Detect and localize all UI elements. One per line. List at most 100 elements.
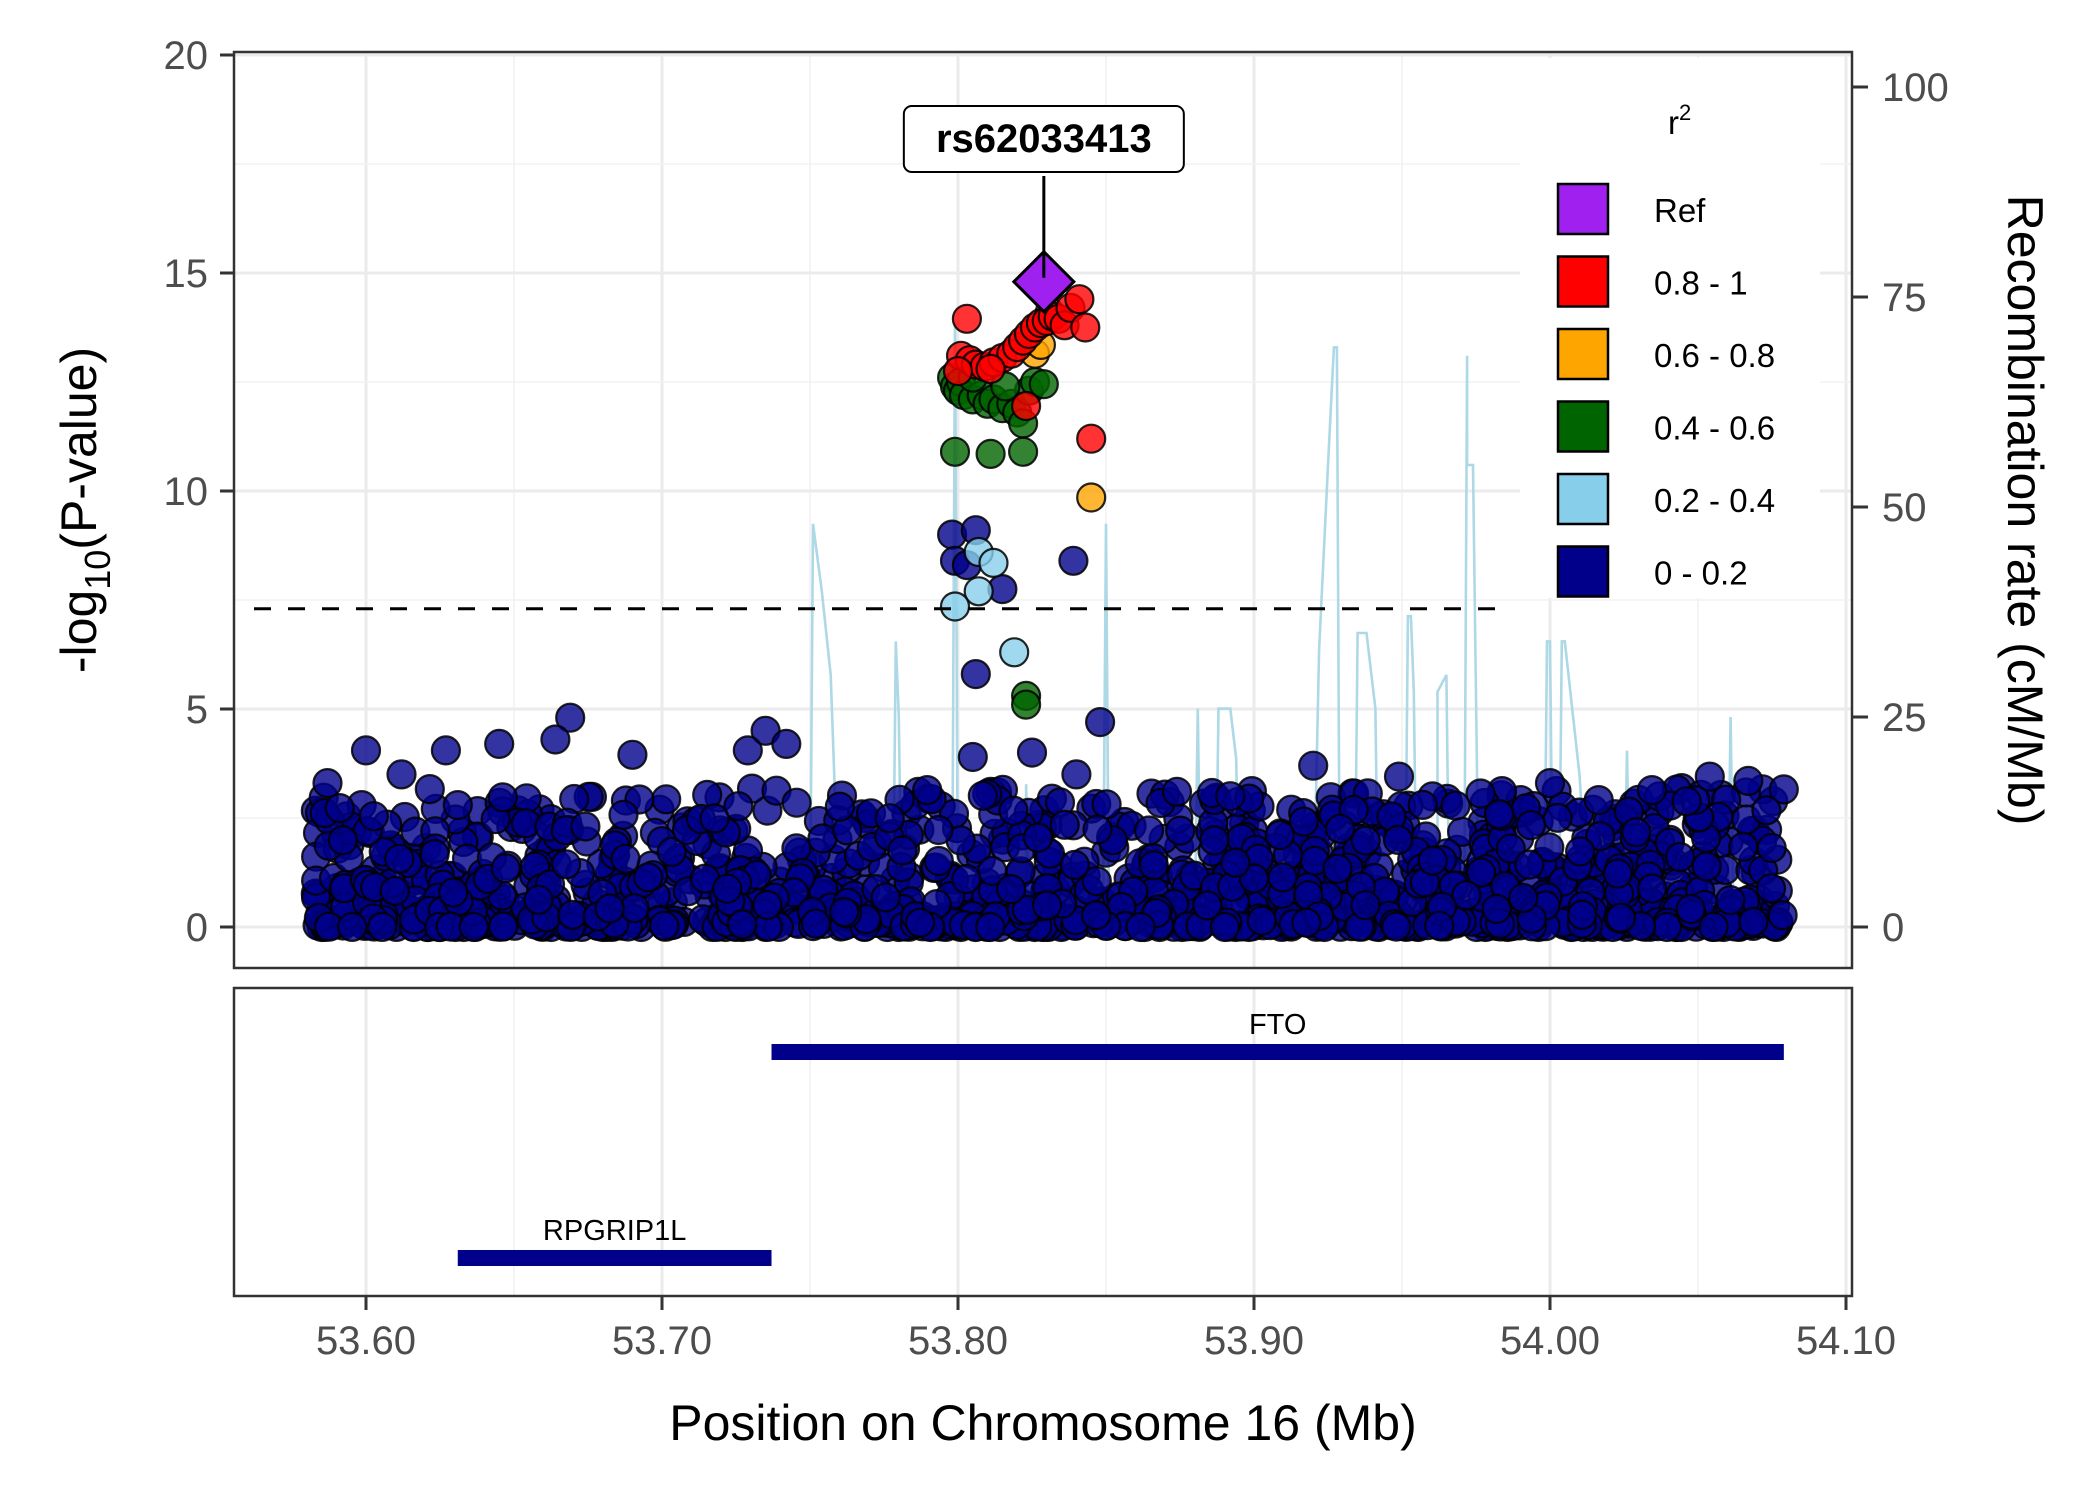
snp-point — [608, 799, 639, 830]
snp-point — [887, 835, 918, 866]
snp-point — [1022, 822, 1054, 853]
snp-point — [1298, 750, 1329, 781]
snp-point — [1081, 865, 1112, 897]
snp-point — [1209, 911, 1241, 943]
snp-point — [1465, 778, 1496, 809]
gene-track-border — [232, 986, 1854, 1298]
y2-axis-title: Recombination rate (cM/Mb) — [1997, 195, 2053, 826]
snp-point — [1084, 706, 1116, 738]
snp-point — [1010, 390, 1042, 422]
y2-tick-label: 50 — [1882, 486, 1927, 530]
x-tick-label: 54.00 — [1500, 1319, 1600, 1363]
snp-point — [1417, 845, 1448, 876]
snp-point — [1728, 831, 1759, 862]
snp-point — [540, 724, 571, 755]
snp-point — [1715, 884, 1746, 916]
snp-point — [523, 884, 554, 915]
snp-point — [1192, 890, 1223, 921]
lead-snp[interactable]: rs62033413 — [902, 105, 1185, 314]
snp-point — [649, 910, 680, 941]
snp-point — [1049, 809, 1080, 840]
y2-tick-label: 25 — [1882, 696, 1927, 740]
snp-point — [975, 353, 1006, 384]
snp-point — [358, 801, 389, 832]
snp-point — [1138, 850, 1169, 881]
snp-point — [957, 741, 988, 773]
legend-swatch — [1556, 327, 1610, 381]
snp-point — [1267, 862, 1298, 893]
y-tick-label: 10 — [164, 470, 209, 514]
snp-point — [1451, 880, 1482, 911]
snp-point — [656, 836, 687, 868]
snp-point — [996, 874, 1027, 905]
x-tick-label: 53.90 — [1204, 1319, 1304, 1363]
lead-snp-diamond[interactable] — [1011, 249, 1076, 314]
snp-point — [1602, 858, 1633, 889]
snp-point — [1515, 809, 1547, 841]
y2-tick-label: 0 — [1882, 906, 1904, 950]
snp-point — [1016, 737, 1048, 768]
snp-point — [1767, 900, 1798, 931]
snp-point — [327, 825, 358, 856]
snp-point — [874, 803, 905, 834]
snp-point — [1605, 902, 1636, 933]
snp-point — [1010, 689, 1042, 720]
snp-point — [960, 658, 991, 690]
snp-point — [1199, 825, 1230, 856]
snp-point — [1514, 849, 1545, 880]
snp-point — [1350, 890, 1381, 921]
gene-track-grid — [364, 988, 1848, 1296]
snp-point — [1675, 893, 1706, 925]
snp-point — [594, 893, 625, 924]
snp-point — [555, 702, 586, 733]
snp-point — [923, 845, 954, 877]
legend-item: 0 - 0.2 — [1556, 545, 1748, 598]
snp-point — [732, 735, 763, 766]
snp-point — [1291, 907, 1322, 938]
lead-snp-label-box — [902, 105, 1185, 173]
snp-point — [752, 889, 783, 921]
snp-point — [967, 780, 998, 811]
legend-label: 0.8 - 1 — [1654, 265, 1748, 302]
snp-point — [824, 791, 855, 822]
snp-point — [1076, 482, 1107, 513]
snp-point — [442, 789, 473, 821]
snp-point — [1070, 312, 1101, 343]
snp-point — [771, 728, 802, 760]
snp-point — [557, 899, 588, 930]
snp-point — [384, 843, 415, 874]
gene-track-panel: FTO RPGRIP1L 53.60 53.70 53.80 53.90 54.00 54.… — [232, 986, 1896, 1363]
legend-title: r2 — [1668, 100, 1691, 141]
snp-point — [1028, 369, 1059, 400]
snp-point — [923, 814, 954, 846]
snp-point — [1288, 806, 1319, 837]
snp-point — [1080, 899, 1112, 931]
y2-tick-label: 75 — [1882, 276, 1927, 320]
snp-point — [1671, 786, 1702, 817]
snp-point — [1383, 761, 1415, 792]
legend-label: 0.2 - 0.4 — [1654, 482, 1775, 519]
snp-point — [550, 849, 582, 880]
snp-point — [1381, 911, 1412, 942]
y-axis-right: 0 25 50 75 100 — [1852, 66, 1949, 950]
snp-point — [1733, 765, 1764, 797]
snp-point — [1664, 841, 1696, 873]
y-axis-title-prefix: -log — [51, 590, 107, 673]
snp-point — [1382, 824, 1414, 856]
snp-point — [1246, 905, 1277, 936]
snp-point — [1058, 545, 1089, 576]
snp-point — [939, 436, 971, 467]
snp-point — [1755, 873, 1787, 904]
legend: r2 Ref 0.8 - 1 0.6 - 0.8 0.4 - 0.6 0.2 - 0.4 0… — [1520, 58, 1820, 598]
snp-point — [942, 356, 974, 387]
snp-point — [324, 792, 355, 824]
gene-label-fto: FTO — [1249, 1009, 1306, 1041]
y-axis-left: 0 5 10 15 20 — [164, 34, 234, 950]
snp-point — [1756, 832, 1787, 864]
snp-point — [1738, 906, 1769, 938]
legend-swatch — [1556, 545, 1610, 598]
snp-point — [1751, 795, 1782, 826]
snp-point — [484, 728, 515, 760]
snp-point — [1698, 911, 1729, 942]
